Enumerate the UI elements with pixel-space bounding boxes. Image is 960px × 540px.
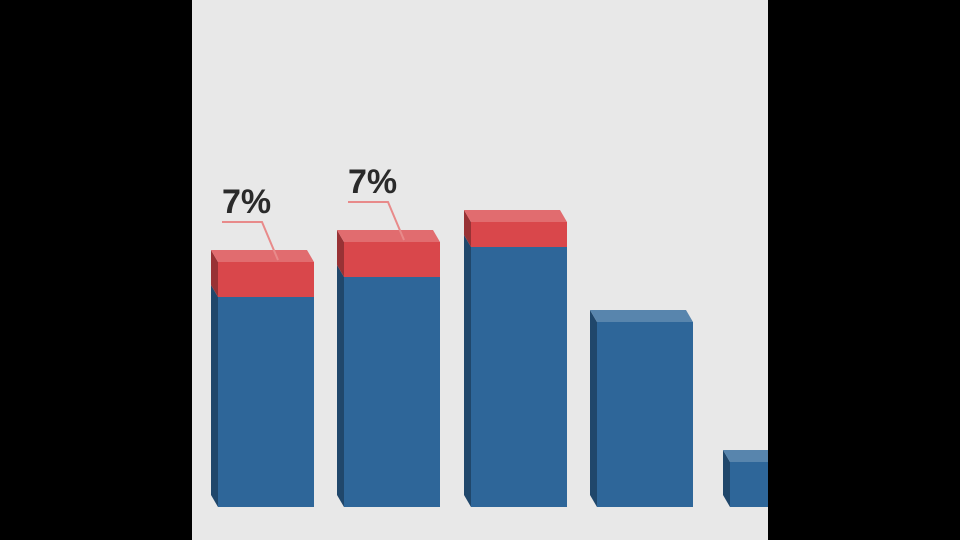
bar-top (337, 230, 440, 242)
data-label: 7% (348, 163, 397, 201)
data-label: 7% (222, 183, 271, 221)
bar (218, 297, 314, 507)
bar-top (464, 210, 567, 222)
bar-top (723, 450, 768, 462)
label-leader (348, 201, 405, 241)
bar-side (590, 310, 597, 507)
bar (471, 222, 567, 247)
bar-top (590, 310, 693, 322)
bar-side (464, 235, 471, 507)
bar-side (337, 230, 344, 277)
bar-side (337, 265, 344, 507)
bar-side (723, 450, 730, 507)
bars: 7% 7% (211, 163, 768, 507)
bar-side (464, 210, 471, 247)
bar-side (211, 285, 218, 507)
bar (218, 262, 314, 297)
bar (344, 277, 440, 507)
label-leader (222, 221, 279, 261)
bar-side (211, 250, 218, 297)
bar (597, 322, 693, 507)
bar-top (211, 250, 314, 262)
bar (471, 247, 567, 507)
bar (344, 242, 440, 277)
bar (730, 462, 768, 507)
